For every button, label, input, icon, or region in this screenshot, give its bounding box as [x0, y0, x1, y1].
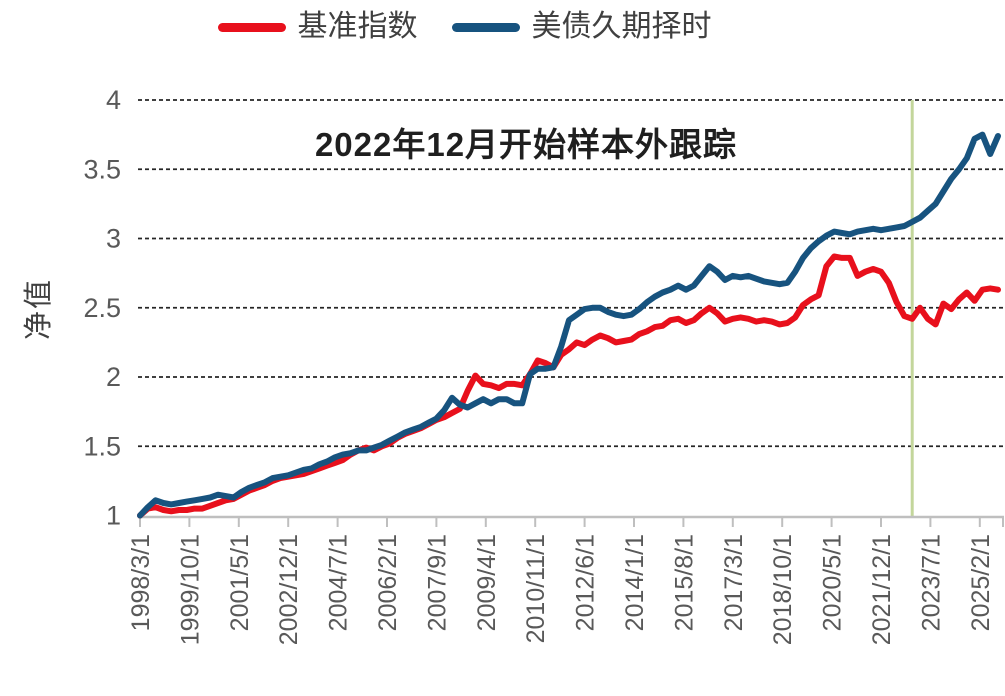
legend-label-benchmark: 基准指数: [297, 10, 418, 43]
x-tick-label: 2023/7/1: [917, 534, 945, 631]
legend-swatch-benchmark: [217, 22, 286, 32]
legend-item-strategy: 美债久期择时: [451, 10, 712, 43]
x-tick-label: 2012/6/1: [572, 534, 600, 631]
x-tick-label: 2010/11/1: [522, 534, 550, 643]
x-tick-label: 2001/5/1: [226, 534, 254, 631]
legend-item-benchmark: 基准指数: [217, 10, 418, 43]
legend: 基准指数 美债久期择时: [0, 12, 967, 42]
x-tick-label: 2018/10/1: [769, 534, 797, 645]
x-tick-label: 2002/12/1: [275, 534, 303, 645]
legend-swatch-strategy: [451, 22, 520, 32]
y-tick-label: 2: [106, 362, 121, 392]
x-tick-label: 2017/3/1: [720, 534, 748, 631]
y-tick-label: 4: [106, 85, 121, 115]
y-tick-label: 1.5: [83, 431, 121, 461]
x-tick-label: 2015/8/1: [670, 534, 698, 631]
x-tick-label: 2007/9/1: [423, 534, 451, 631]
y-tick-label: 3: [106, 224, 121, 254]
x-tick-label: 1998/3/1: [127, 534, 155, 631]
y-tick-label: 3.5: [83, 154, 121, 184]
x-tick-label: 2004/7/1: [325, 534, 353, 631]
x-tick-label: 2021/12/1: [868, 534, 896, 645]
benchmark-series-line: [137, 253, 1001, 519]
x-tick-label: 1999/10/1: [176, 534, 204, 645]
x-tick-label: 2025/2/1: [967, 534, 995, 631]
x-tick-label: 2020/5/1: [819, 534, 847, 631]
legend-label-strategy: 美债久期择时: [531, 10, 712, 43]
y-tick-label: 1: [106, 501, 121, 531]
x-tick-label: 2014/1/1: [621, 534, 649, 631]
x-tick-label: 2009/4/1: [473, 534, 501, 631]
y-tick-label: 2.5: [83, 293, 121, 323]
oos-annotation: 2022年12月开始样本外跟踪: [314, 126, 738, 163]
x-tick-label: 2006/2/1: [374, 534, 402, 631]
strategy-series-line: [137, 131, 1001, 519]
